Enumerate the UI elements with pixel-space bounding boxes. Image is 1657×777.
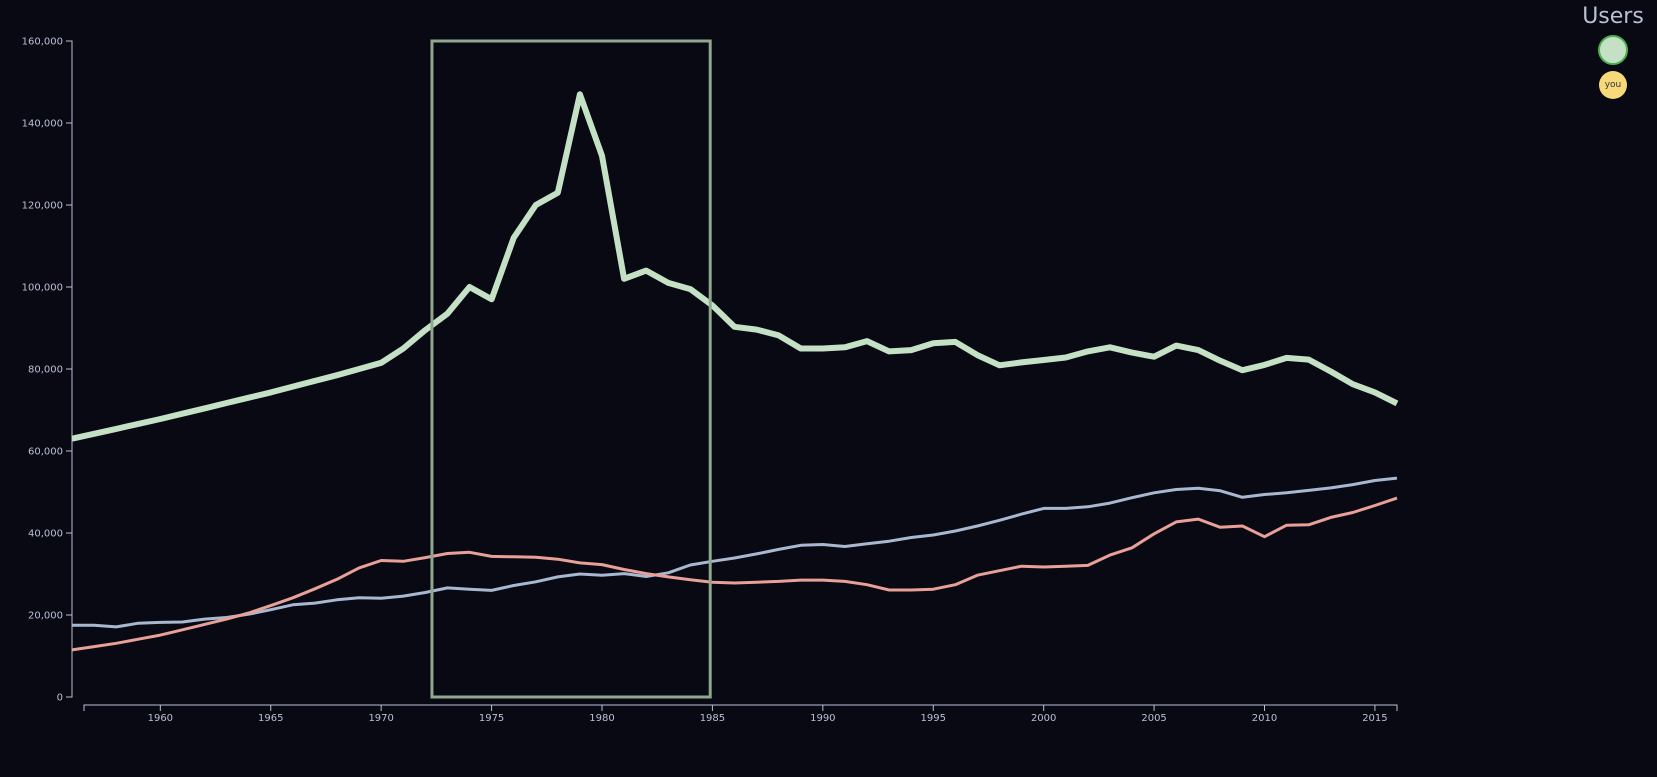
selection-brush[interactable] xyxy=(430,39,712,699)
y-tick-label: 80,000 xyxy=(28,365,63,376)
x-tick-label: 1970 xyxy=(368,713,393,724)
y-tick-label: 40,000 xyxy=(28,529,63,540)
x-tick-label: 2005 xyxy=(1141,713,1166,724)
axes: 0 20,000 40,000 60,000 80,000 100,000 120,000 1… xyxy=(22,37,1398,724)
y-tick-label: 160,000 xyxy=(22,37,63,48)
user-avatar[interactable] xyxy=(1598,35,1628,65)
x-tick-label: 1965 xyxy=(258,713,283,724)
users-panel: Users you xyxy=(1553,4,1644,99)
x-tick-label: 1995 xyxy=(921,713,946,724)
x-tick-label: 2000 xyxy=(1031,713,1056,724)
x-tick-label: 1985 xyxy=(700,713,725,724)
y-tick-label: 120,000 xyxy=(22,201,63,212)
x-tick-label: 2010 xyxy=(1252,713,1277,724)
x-tick-label: 1960 xyxy=(148,713,173,724)
y-tick-label: 0 xyxy=(57,693,63,704)
x-tick-label: 1975 xyxy=(479,713,504,724)
y-tick-label: 140,000 xyxy=(22,119,63,130)
series-line-2 xyxy=(72,476,1398,629)
x-tick-label: 2015 xyxy=(1362,713,1387,724)
you-avatar[interactable]: you xyxy=(1599,71,1627,99)
y-tick-label: 20,000 xyxy=(28,611,63,622)
selection-layer[interactable] xyxy=(430,39,712,699)
y-tick-label: 60,000 xyxy=(28,447,63,458)
x-axis-line xyxy=(83,704,1398,711)
series-line-3 xyxy=(71,496,1398,652)
x-tick-label: 1980 xyxy=(589,713,614,724)
y-tick-label: 100,000 xyxy=(22,283,63,294)
x-tick-label: 1990 xyxy=(810,713,835,724)
series-line-1 xyxy=(71,91,1399,442)
series-layer xyxy=(71,91,1399,652)
users-title: Users xyxy=(1582,4,1644,29)
